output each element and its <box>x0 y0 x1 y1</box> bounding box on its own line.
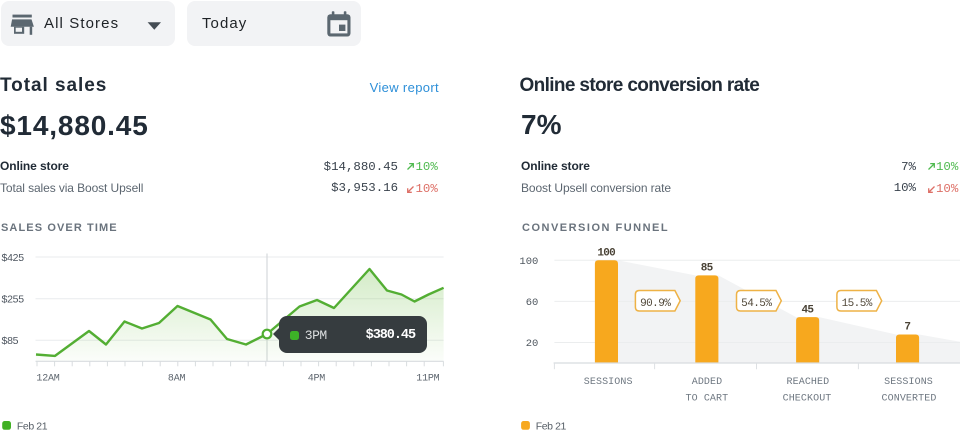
svg-text:85: 85 <box>701 263 714 275</box>
svg-text:100: 100 <box>597 248 615 260</box>
svg-text:CONVERTED: CONVERTED <box>882 393 937 404</box>
svg-text:Feb 21: Feb 21 <box>17 420 48 431</box>
svg-text:12AM: 12AM <box>36 374 59 385</box>
svg-text:TO CART: TO CART <box>686 393 729 404</box>
svg-text:ADDED: ADDED <box>692 377 723 388</box>
svg-text:SESSIONS: SESSIONS <box>884 377 933 388</box>
svg-text:$425: $425 <box>2 252 25 264</box>
svg-text:20: 20 <box>526 338 539 350</box>
svg-text:REACHED: REACHED <box>787 377 830 388</box>
svg-text:90.9%: 90.9% <box>640 298 671 310</box>
svg-text:45: 45 <box>801 304 814 316</box>
svg-text:11PM: 11PM <box>416 374 439 385</box>
svg-text:8AM: 8AM <box>168 374 186 385</box>
svg-text:SESSIONS: SESSIONS <box>584 377 633 388</box>
svg-text:$85: $85 <box>2 335 19 347</box>
svg-text:CHECKOUT: CHECKOUT <box>783 393 832 404</box>
svg-text:Feb 21: Feb 21 <box>536 420 567 431</box>
svg-text:54.5%: 54.5% <box>741 298 772 310</box>
svg-text:$255: $255 <box>2 294 25 306</box>
svg-text:100: 100 <box>519 256 538 268</box>
svg-text:4PM: 4PM <box>308 374 326 385</box>
svg-text:60: 60 <box>526 297 539 309</box>
svg-text:7: 7 <box>904 322 910 334</box>
svg-text:15.5%: 15.5% <box>842 298 873 310</box>
